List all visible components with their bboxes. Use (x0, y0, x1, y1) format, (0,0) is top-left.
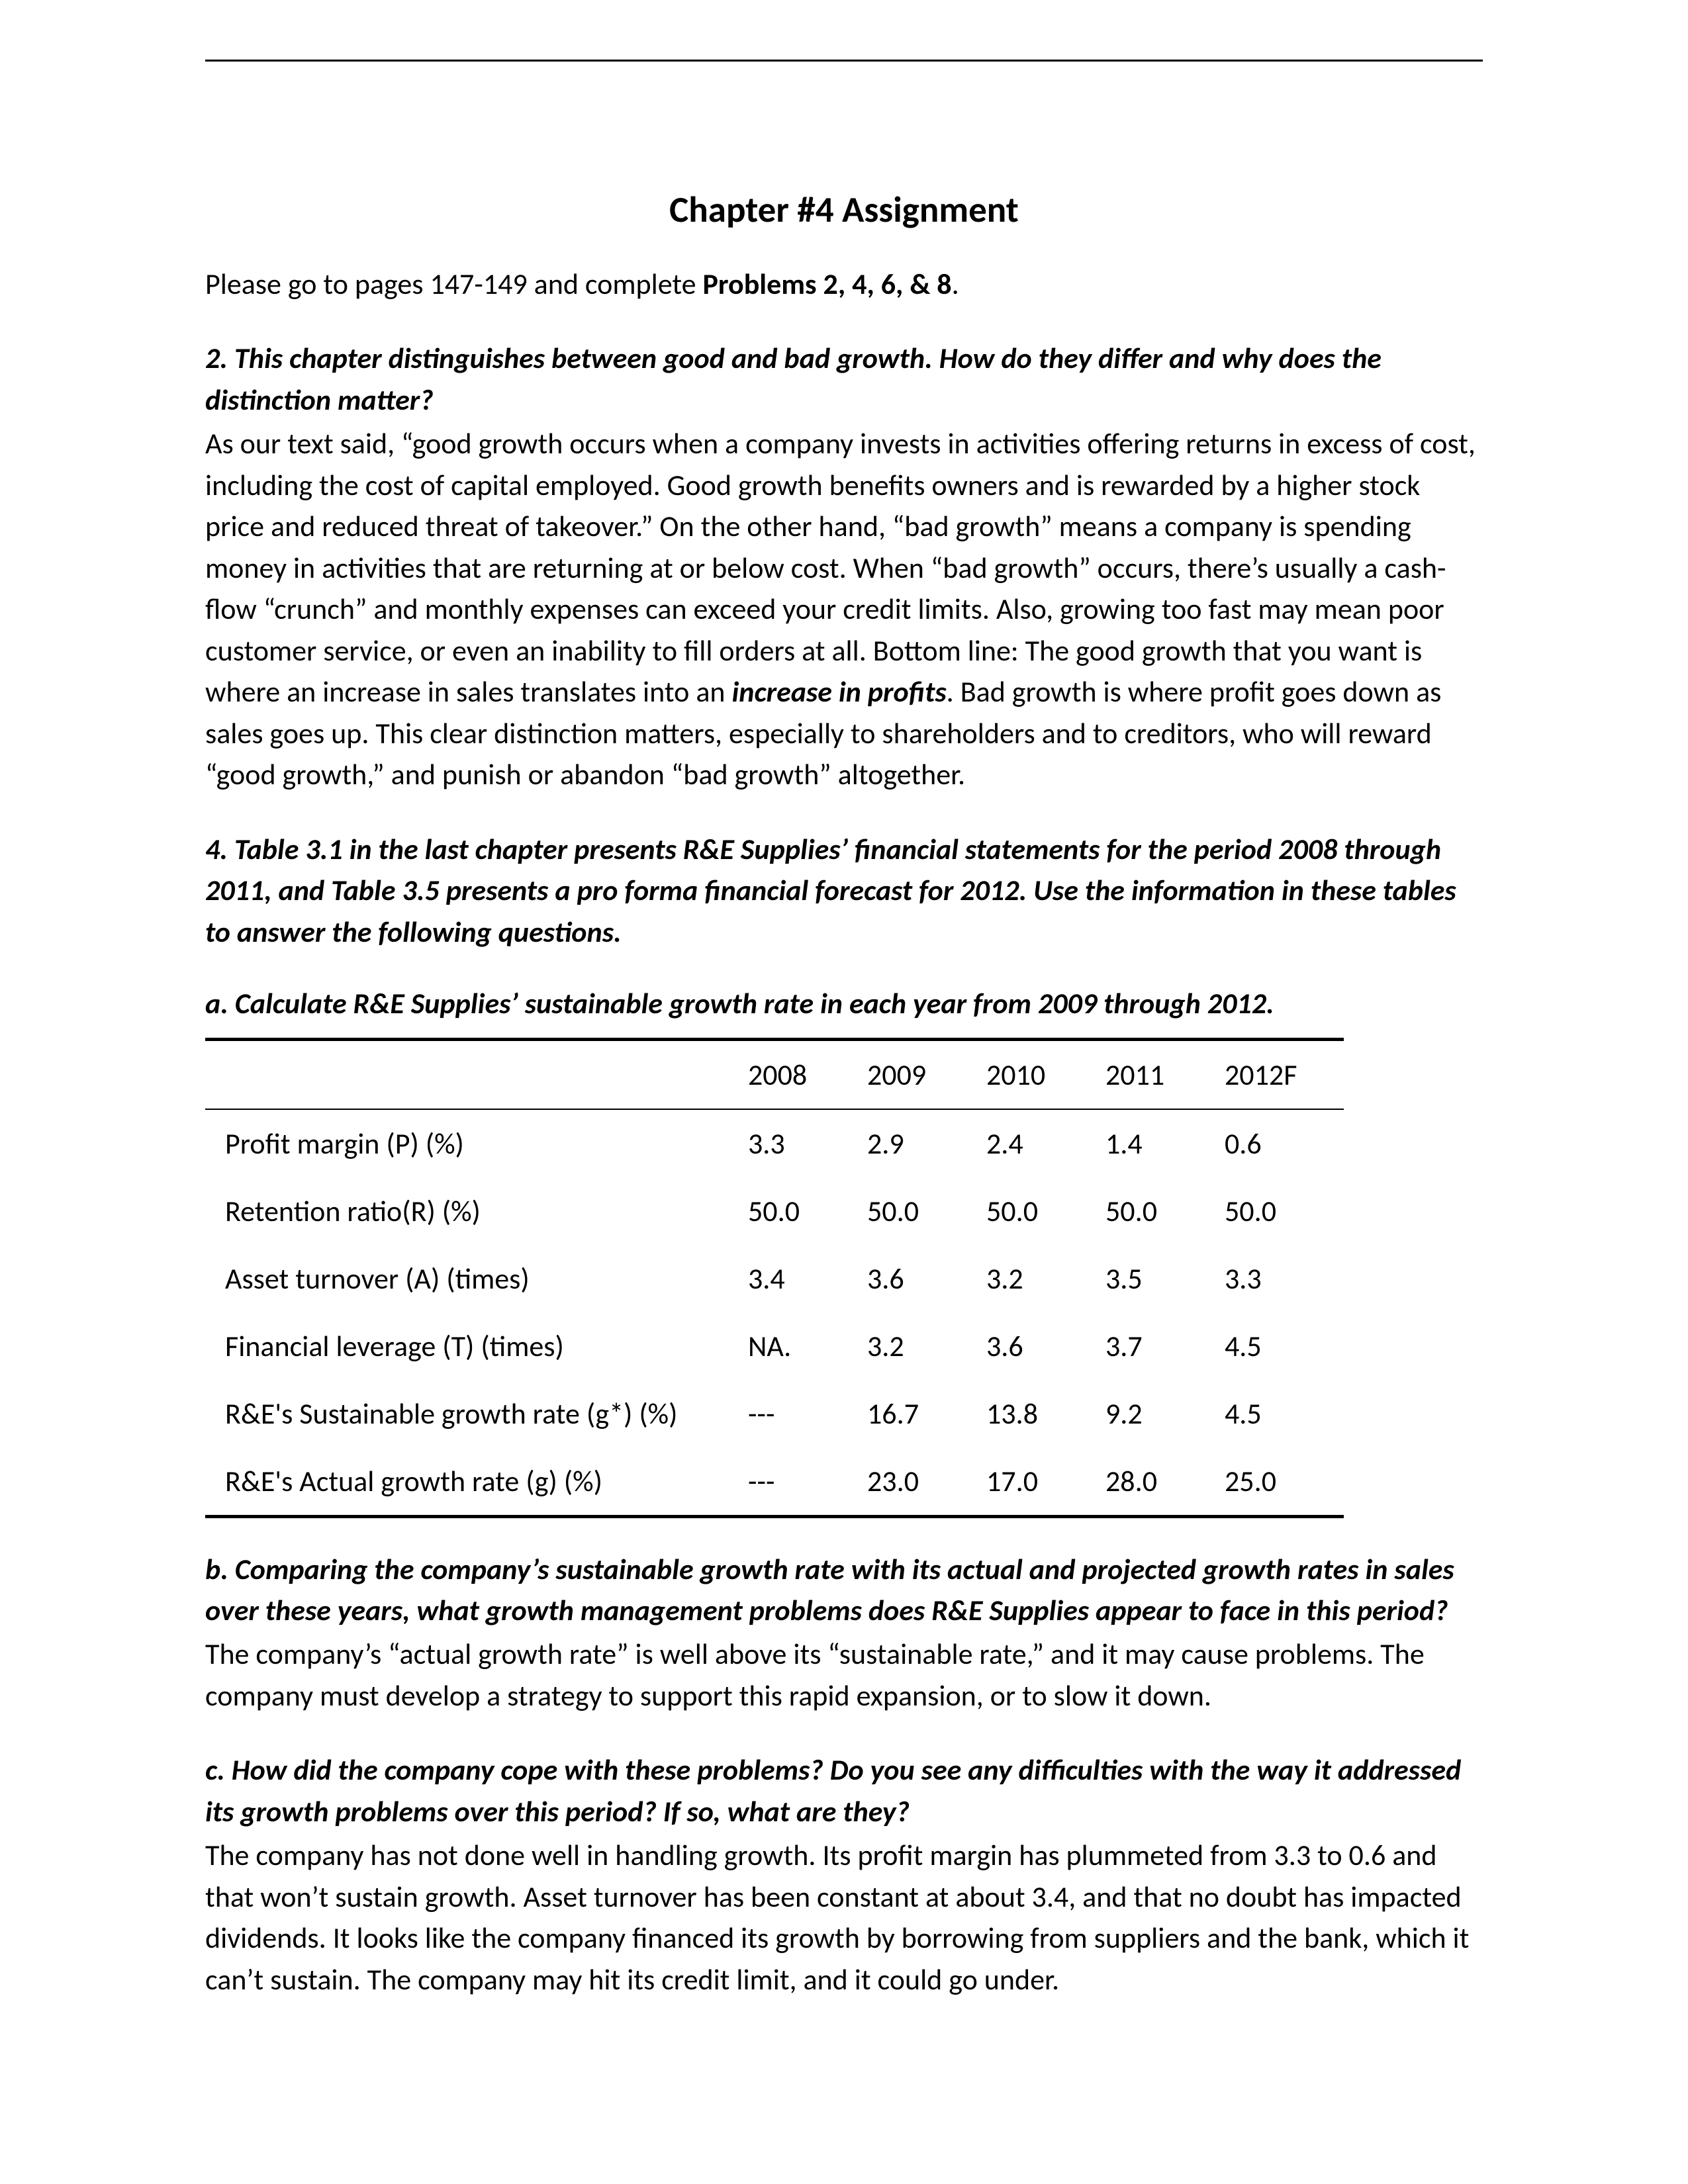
table-row-label: Asset turnover (A) (times) (205, 1245, 748, 1312)
page: Chapter #4 Assignment Please go to pages… (0, 0, 1688, 2184)
q4a-table: 2008 2009 2010 2011 2012F Profit margin … (205, 1038, 1344, 1518)
top-horizontal-rule (205, 60, 1483, 62)
table-col-2011: 2011 (1105, 1039, 1225, 1109)
table-cell: 16.7 (867, 1380, 986, 1447)
table-row: R&E's Sustainable growth rate (g*) (%)--… (205, 1380, 1344, 1447)
table-col-blank (205, 1039, 748, 1109)
table-cell: 4.5 (1225, 1312, 1344, 1380)
intro-bold: Problems 2, 4, 6, & 8 (703, 266, 952, 302)
intro-prefix: Please go to pages 147-149 and complete (205, 266, 703, 302)
table-cell: 23.0 (867, 1447, 986, 1517)
table-row-label: Retention ratio(R) (%) (205, 1177, 748, 1245)
table-cell: 9.2 (1105, 1380, 1225, 1447)
table-cell: NA. (748, 1312, 867, 1380)
table-cell: 2.4 (986, 1109, 1105, 1177)
q4b-heading: b. Comparing the company’s sustainable g… (205, 1549, 1483, 1631)
q4b-body: The company’s “actual growth rate” is we… (205, 1633, 1483, 1716)
table-cell: 3.3 (748, 1109, 867, 1177)
q4c-heading: c. How did the company cope with these p… (205, 1749, 1483, 1832)
table-row: Asset turnover (A) (times)3.43.63.23.53.… (205, 1245, 1344, 1312)
table-cell: 2.9 (867, 1109, 986, 1177)
table-row-label: R&E's Sustainable growth rate (g*) (%) (205, 1380, 748, 1447)
page-title: Chapter #4 Assignment (205, 187, 1483, 232)
table-cell: 50.0 (748, 1177, 867, 1245)
table-col-2012f: 2012F (1225, 1039, 1344, 1109)
table-cell: 50.0 (867, 1177, 986, 1245)
q4a-table-wrap: 2008 2009 2010 2011 2012F Profit margin … (205, 1038, 1483, 1518)
q4c-body: The company has not done well in handlin… (205, 1835, 1483, 2000)
table-cell: 28.0 (1105, 1447, 1225, 1517)
table-row: R&E's Actual growth rate (g) (%)---23.01… (205, 1447, 1344, 1517)
q4-heading: 4. Table 3.1 in the last chapter present… (205, 829, 1483, 952)
table-cell: 50.0 (1225, 1177, 1344, 1245)
table-row-label: Profit margin (P) (%) (205, 1109, 748, 1177)
table-cell: 3.6 (867, 1245, 986, 1312)
intro-paragraph: Please go to pages 147-149 and complete … (205, 263, 1483, 304)
table-cell: 3.6 (986, 1312, 1105, 1380)
table-cell: 3.7 (1105, 1312, 1225, 1380)
table-cell: --- (748, 1447, 867, 1517)
q2-heading: 2. This chapter distinguishes between go… (205, 338, 1483, 420)
q2-body: As our text said, “good growth occurs wh… (205, 423, 1483, 795)
intro-suffix: . (952, 266, 959, 302)
table-cell: 25.0 (1225, 1447, 1344, 1517)
table-cell: 17.0 (986, 1447, 1105, 1517)
q4a-heading: a. Calculate R&E Supplies’ sustainable g… (205, 983, 1483, 1024)
table-cell: 50.0 (1105, 1177, 1225, 1245)
table-cell: 13.8 (986, 1380, 1105, 1447)
table-cell: --- (748, 1380, 867, 1447)
table-col-2009: 2009 (867, 1039, 986, 1109)
table-row: Retention ratio(R) (%)50.050.050.050.050… (205, 1177, 1344, 1245)
table-cell: 4.5 (1225, 1380, 1344, 1447)
table-cell: 3.5 (1105, 1245, 1225, 1312)
table-col-2008: 2008 (748, 1039, 867, 1109)
table-cell: 50.0 (986, 1177, 1105, 1245)
table-cell: 3.2 (986, 1245, 1105, 1312)
q2-body-before: As our text said, “good growth occurs wh… (205, 426, 1476, 709)
table-row: Profit margin (P) (%)3.32.92.41.40.6 (205, 1109, 1344, 1177)
q2-body-emph: increase in profits (731, 674, 946, 709)
table-body: Profit margin (P) (%)3.32.92.41.40.6Rete… (205, 1109, 1344, 1517)
table-col-2010: 2010 (986, 1039, 1105, 1109)
table-cell: 3.2 (867, 1312, 986, 1380)
table-cell: 3.3 (1225, 1245, 1344, 1312)
table-header-row: 2008 2009 2010 2011 2012F (205, 1039, 1344, 1109)
table-row-label: R&E's Actual growth rate (g) (%) (205, 1447, 748, 1517)
table-cell: 3.4 (748, 1245, 867, 1312)
table-row: Financial leverage (T) (times)NA.3.23.63… (205, 1312, 1344, 1380)
table-row-label: Financial leverage (T) (times) (205, 1312, 748, 1380)
table-cell: 0.6 (1225, 1109, 1344, 1177)
table-cell: 1.4 (1105, 1109, 1225, 1177)
